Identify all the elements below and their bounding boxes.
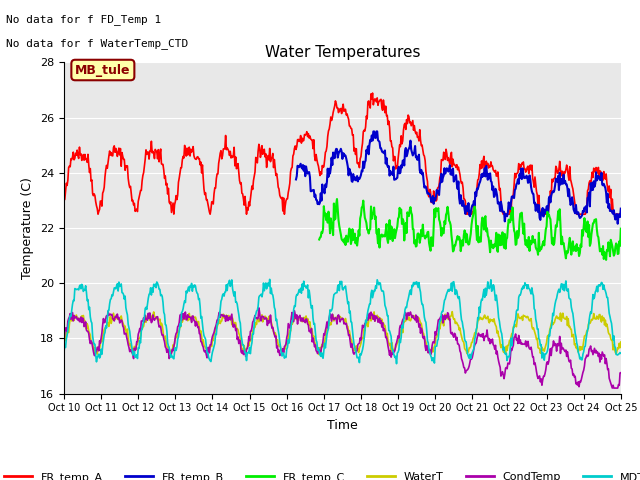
Title: Water Temperatures: Water Temperatures: [265, 45, 420, 60]
Legend: FR_temp_A, FR_temp_B, FR_temp_C, WaterT, CondTemp, MDTemp_A: FR_temp_A, FR_temp_B, FR_temp_C, WaterT,…: [0, 468, 640, 480]
Text: No data for f FD_Temp 1: No data for f FD_Temp 1: [6, 14, 162, 25]
Text: No data for f WaterTemp_CTD: No data for f WaterTemp_CTD: [6, 38, 189, 49]
X-axis label: Time: Time: [327, 419, 358, 432]
Y-axis label: Temperature (C): Temperature (C): [22, 177, 35, 279]
Text: MB_tule: MB_tule: [75, 63, 131, 76]
